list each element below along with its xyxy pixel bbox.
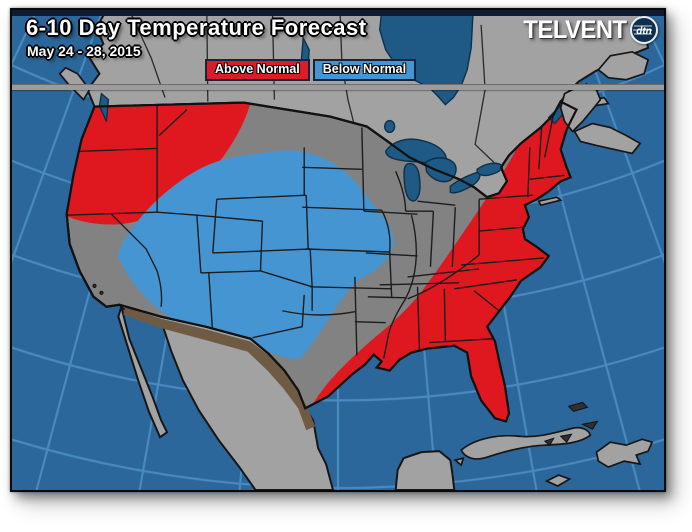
us-coast-outline [65,100,579,423]
brand-name: TELVENT [523,15,628,44]
border-terrain-strip [123,306,316,431]
legend: Above Normal Below Normal [205,59,417,81]
header-separator-line [12,84,664,90]
legend-above-normal: Above Normal [205,59,310,81]
page-title: 6-10 Day Temperature Forecast [26,15,367,40]
map-frame: 6-10 Day Temperature Forecast May 24 - 2… [10,8,666,492]
region-below-normal-central [117,150,394,359]
bahamas-islets [92,283,599,446]
dtn-label: dtn [636,26,652,37]
dtn-globe-icon: dtn [630,16,658,44]
state-borders [66,104,565,359]
legend-below-normal: Below Normal [312,59,417,81]
top-navy-bar [12,10,664,16]
forecast-map [12,10,664,490]
brand-logo: TELVENT dtn [518,14,660,46]
date-range: May 24 - 28, 2015 [27,43,141,59]
